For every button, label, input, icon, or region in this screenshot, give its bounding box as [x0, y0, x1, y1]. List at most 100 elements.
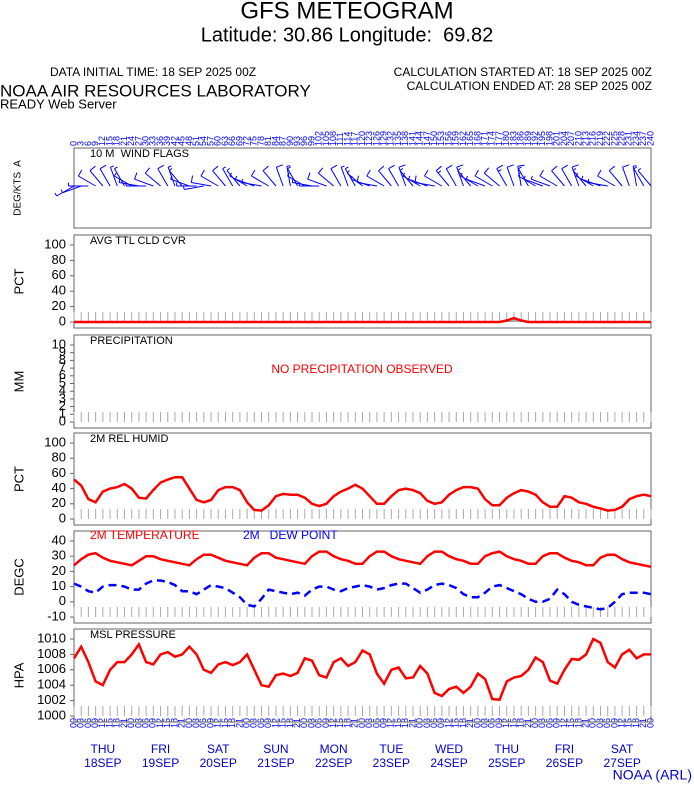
wind-barb — [424, 169, 443, 187]
annotation: NO PRECIPITATION OBSERVED — [271, 362, 453, 376]
forecast-hour-label: 99 — [306, 136, 316, 146]
panel-frame — [73, 628, 652, 723]
barb-shaft — [622, 167, 630, 187]
barb-tick — [483, 167, 490, 174]
barb-tick — [498, 169, 502, 172]
forecast-hour-label: 102 — [314, 131, 324, 146]
barb-shaft — [539, 175, 558, 187]
barb-shaft — [62, 185, 82, 194]
barb-shaft — [168, 170, 183, 187]
y-tick-label: 0 — [59, 313, 66, 328]
hour-label: 21 — [292, 718, 302, 728]
barb-shaft — [523, 178, 543, 187]
wind-barb — [109, 165, 118, 187]
barb-shaft — [506, 167, 515, 187]
barb-tick — [89, 165, 96, 172]
y-tick-label: 1004 — [37, 677, 66, 692]
wind-barb — [226, 168, 241, 187]
hour-label: 12 — [213, 718, 223, 728]
forecast-hour-label: 183 — [508, 131, 518, 146]
barb-tick — [460, 172, 463, 177]
wind-barb — [298, 182, 320, 187]
hour-label: 15 — [278, 718, 288, 728]
barb-shaft — [262, 170, 277, 187]
barb-tick — [291, 178, 294, 183]
barb-tick — [262, 165, 269, 172]
barb-tick — [287, 172, 290, 177]
forecast-hour-label: 93 — [292, 136, 302, 146]
barb-shaft — [575, 175, 594, 187]
hour-label: 21 — [523, 718, 533, 728]
hour-label: 06 — [544, 718, 554, 728]
barb-tick — [608, 165, 615, 172]
wind-barb — [222, 166, 234, 187]
hour-label: 03 — [249, 718, 259, 728]
panel-title: 2M REL HUMID — [90, 433, 168, 445]
barb-shaft — [378, 170, 392, 187]
wind-barb — [460, 172, 479, 187]
hour-label: 00 — [357, 718, 367, 728]
server: READY Web Server — [0, 96, 117, 111]
barb-tick — [286, 165, 291, 167]
forecast-hour-label: 219 — [595, 131, 605, 146]
init-time: DATA INITIAL TIME: 18 SEP 2025 00Z — [50, 65, 256, 79]
date-label: 22SEP — [315, 756, 352, 770]
wind-barb — [99, 164, 111, 187]
barb-shaft — [109, 167, 118, 187]
y-tick-label: 20 — [52, 495, 66, 510]
barb-tick — [99, 164, 107, 170]
hour-label: 12 — [501, 718, 511, 728]
date-label: 24SEP — [430, 756, 467, 770]
forecast-hour-label: 108 — [328, 131, 338, 146]
hour-label: 18 — [631, 718, 641, 728]
panel-frame — [73, 334, 652, 429]
forecast-hour-label: 210 — [573, 131, 583, 146]
day-label: FRI — [555, 742, 574, 756]
barb-tick — [345, 166, 349, 170]
forecast-hour-label: 225 — [609, 131, 619, 146]
wind-barb — [168, 168, 183, 187]
barb-tick — [506, 164, 514, 168]
wind-barb — [622, 164, 630, 187]
date-label: 23SEP — [373, 756, 410, 770]
date-label: 27SEP — [603, 756, 640, 770]
barb-tick — [496, 164, 504, 170]
footer: NOAA (ARL) — [613, 767, 692, 783]
barb-tick — [414, 175, 417, 183]
y-tick-label: 1002 — [37, 692, 66, 707]
legend-entry: 2M DEW POINT — [243, 528, 338, 542]
panel-frame — [73, 432, 652, 526]
barb-tick — [60, 189, 63, 194]
hour-label: 06 — [314, 718, 324, 728]
barb-shaft — [496, 168, 508, 187]
hour-label: 09 — [552, 718, 562, 728]
wind-barb — [483, 167, 500, 187]
barb-tick — [346, 170, 350, 174]
day-label: TUE — [379, 742, 403, 756]
hour-label: 18 — [516, 718, 526, 728]
barb-shaft — [191, 182, 212, 187]
forecast-hour-label: 171 — [479, 131, 489, 146]
barb-tick — [435, 165, 442, 172]
hour-label: 03 — [537, 718, 547, 728]
day-label: SUN — [263, 742, 288, 756]
hour-label: 12 — [617, 718, 627, 728]
hour-label: 09 — [609, 718, 619, 728]
forecast-hour-label: 78 — [256, 136, 266, 146]
wind-barb — [445, 164, 457, 187]
hour-label: 00 — [645, 718, 655, 728]
wind-barb — [506, 164, 515, 187]
hour-label: 15 — [451, 718, 461, 728]
barb-shaft — [99, 168, 111, 187]
hour-label: 12 — [97, 718, 107, 728]
hour-label: 09 — [148, 718, 158, 728]
barb-shaft — [435, 170, 450, 187]
forecast-hour-label: 207 — [566, 131, 576, 146]
forecast-hour-label: 135 — [393, 131, 403, 146]
barb-tick — [633, 165, 637, 167]
date-label: 25SEP — [488, 756, 525, 770]
wind-barb — [356, 175, 378, 187]
barb-tick — [114, 166, 118, 170]
forecast-hour-label: 126 — [371, 131, 381, 146]
barb-tick — [424, 169, 429, 177]
